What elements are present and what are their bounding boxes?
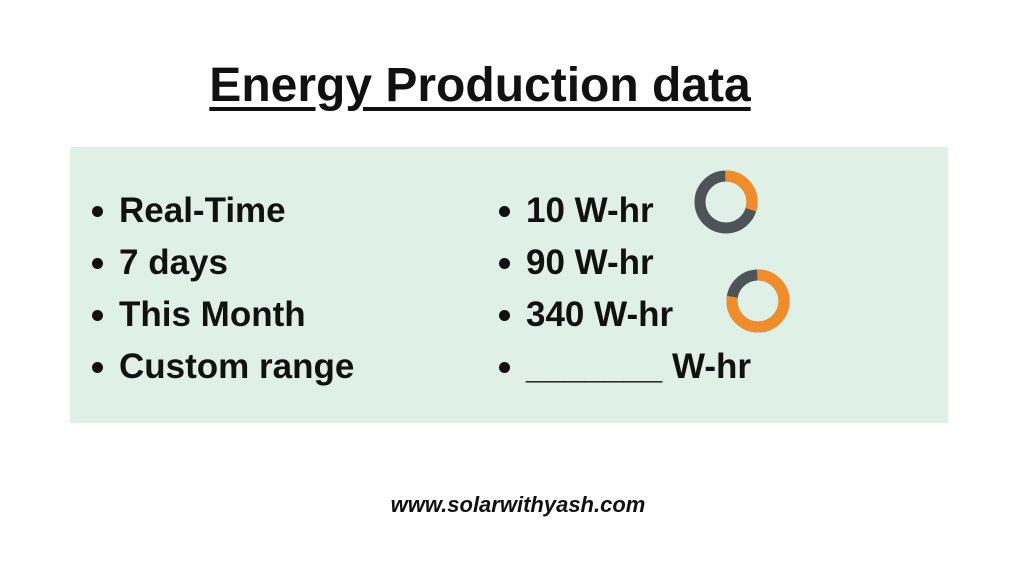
period-item[interactable]: 7 days	[92, 237, 354, 289]
energy-item: _______ W-hr	[499, 341, 751, 393]
period-item[interactable]: This Month	[92, 289, 354, 341]
energy-item: 90 W-hr	[499, 237, 751, 289]
donut-icon	[694, 170, 758, 234]
energy-item: 340 W-hr	[499, 289, 751, 341]
energy-list: 10 W-hr 90 W-hr 340 W-hr _______ W-hr	[499, 185, 751, 393]
title: Energy Production data	[209, 59, 751, 112]
footer-url[interactable]: www.solarwithyash.com	[390, 492, 646, 517]
donut-icon	[726, 269, 790, 333]
period-item[interactable]: Real-Time	[92, 185, 354, 237]
energy-item: 10 W-hr	[499, 185, 751, 237]
period-item[interactable]: Custom range	[92, 341, 354, 393]
period-list: Real-Time 7 days This Month Custom range	[92, 185, 354, 393]
panel	[70, 147, 948, 423]
